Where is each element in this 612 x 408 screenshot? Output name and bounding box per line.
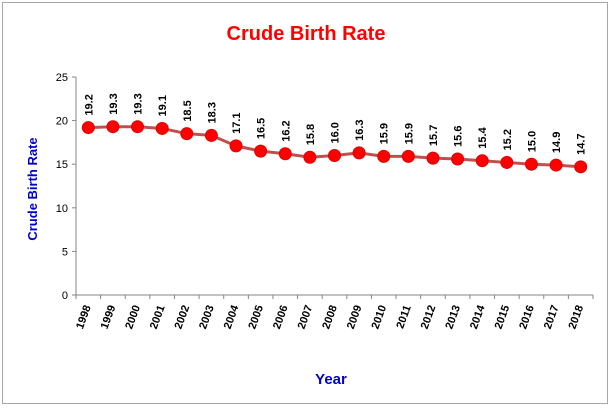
data-label: 15.4 [477, 126, 489, 148]
x-tick-label: 2013 [443, 304, 463, 331]
data-point-marker [131, 120, 145, 134]
x-tick-label: 2017 [542, 304, 562, 331]
data-point-marker [451, 152, 465, 166]
data-point-marker [549, 158, 563, 172]
x-tick-label: 1999 [99, 304, 119, 331]
data-point-marker [377, 149, 391, 163]
data-label: 18.5 [182, 100, 194, 121]
data-label: 19.3 [108, 93, 120, 114]
data-point-marker [328, 148, 341, 162]
data-label: 15.9 [379, 123, 391, 144]
chart-title: Crude Birth Rate [227, 23, 386, 45]
data-label: 16.3 [354, 119, 366, 140]
x-tick-label: 2015 [493, 304, 513, 331]
data-point-marker [254, 144, 268, 158]
data-label: 19.3 [133, 93, 145, 114]
data-point-marker [106, 120, 120, 134]
data-point-marker [475, 154, 489, 168]
data-point-marker [574, 160, 588, 174]
y-axis-title: Crude Birth Rate [25, 137, 40, 240]
data-point-marker [303, 150, 317, 164]
y-tick-label: 25 [56, 72, 68, 84]
x-tick-label: 2010 [370, 304, 390, 331]
data-label: 18.3 [206, 102, 218, 123]
data-point-marker [204, 128, 218, 142]
axes [72, 76, 594, 299]
x-tick-label: 2001 [148, 304, 168, 331]
data-point-marker [352, 146, 366, 160]
data-label: 15.0 [526, 131, 538, 152]
data-point-marker [278, 147, 292, 161]
data-label: 14.9 [551, 132, 563, 153]
data-point-marker [524, 157, 538, 171]
x-tick-labels: 1998 1999 2000 2001 2002 2003 2004 2005 2006 2007… [74, 303, 586, 331]
data-point-marker [229, 139, 243, 153]
markers-group [81, 120, 588, 174]
x-tick-label: 2005 [246, 304, 266, 331]
x-tick-label: 2016 [517, 304, 537, 331]
x-tick-label: 2006 [271, 304, 291, 331]
data-label: 17.1 [231, 112, 243, 133]
x-tick-label: 2003 [197, 304, 217, 331]
data-label: 19.1 [157, 95, 169, 116]
y-tick-label: 20 [56, 116, 68, 128]
x-tick-label: 2002 [173, 304, 193, 331]
x-tick-label: 2008 [320, 304, 340, 331]
x-tick-label: 2007 [296, 304, 316, 331]
y-tick-labels: 0 5 10 15 20 25 [56, 72, 68, 302]
x-tick-label: 2012 [419, 304, 439, 331]
y-tick-label: 5 [62, 246, 68, 258]
x-tick-label: 2018 [566, 304, 586, 331]
data-point-marker [401, 149, 415, 163]
data-label: 15.9 [403, 123, 415, 144]
x-tick-label: 2004 [222, 303, 242, 331]
data-label: 15.6 [453, 126, 465, 147]
data-labels-group: 19.2 19.3 19.3 19.1 18.5 18.3 17.1 16.5 16.2 15.8… [83, 93, 587, 155]
y-tick-label: 10 [56, 203, 68, 215]
x-tick-label: 2000 [123, 304, 143, 331]
data-label: 19.2 [83, 94, 95, 115]
data-label: 14.7 [576, 133, 588, 154]
data-point-marker [500, 155, 514, 169]
line-chart: Crude Birth Rate Crude Birth Rate Year 1… [25, 23, 594, 388]
data-point-marker [81, 121, 95, 135]
data-point-marker [155, 121, 169, 135]
data-point-marker [180, 127, 194, 141]
y-tick-label: 0 [62, 290, 68, 302]
y-tick-label: 15 [56, 159, 68, 171]
data-label: 16.2 [280, 120, 292, 141]
x-tick-label: 2014 [468, 303, 488, 331]
data-label: 16.5 [256, 118, 268, 139]
data-label: 15.2 [502, 129, 514, 150]
x-tick-label: 1998 [74, 304, 94, 331]
x-tick-label: 2009 [345, 304, 365, 331]
x-tick-label: 2011 [394, 304, 413, 331]
data-label: 15.8 [305, 124, 317, 145]
x-axis-title: Year [315, 371, 347, 388]
data-label: 16.0 [330, 122, 342, 143]
chart-area: Crude Birth Rate Crude Birth Rate Year 1… [2, 2, 608, 404]
data-label: 15.7 [428, 125, 440, 146]
data-point-marker [426, 151, 440, 165]
